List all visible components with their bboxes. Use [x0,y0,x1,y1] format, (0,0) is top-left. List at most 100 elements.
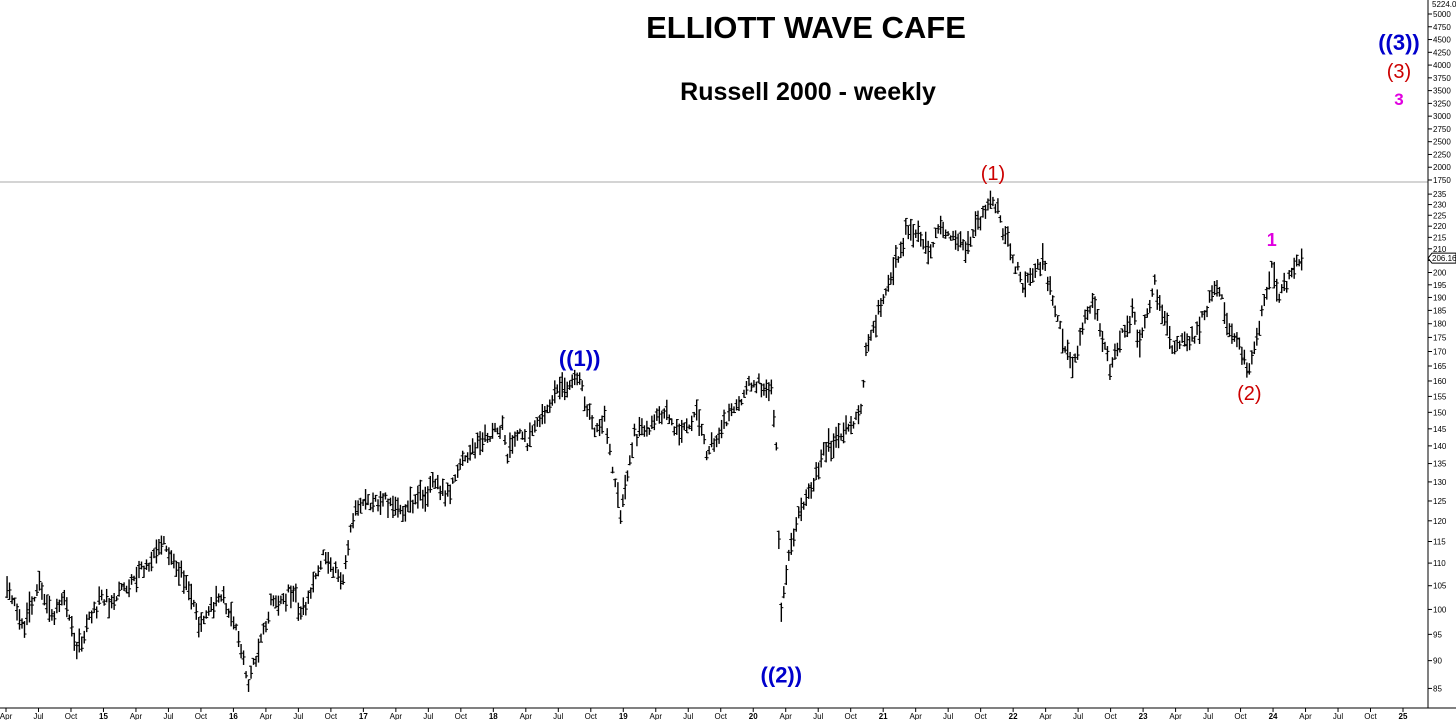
ohlc-bar [602,405,607,422]
ohlc-bar [781,586,786,599]
ohlc-bar [161,536,166,545]
price-tick-label: 220 [1433,222,1447,231]
ohlc-bar [39,582,44,600]
ohlc-bar [801,501,806,510]
ohlc-bar [1205,305,1210,318]
ohlc-bar [244,671,249,679]
ohlc-bar [873,314,878,338]
upper-tick-label: 4250 [1433,48,1451,57]
time-tick-label: Oct [715,712,728,720]
ohlc-bar [739,398,744,406]
ohlc-bar [682,422,687,431]
ohlc-bar [27,591,32,623]
price-tick-label: 235 [1433,190,1447,199]
ohlc-bar [931,241,936,248]
ohlc-bar [816,462,821,480]
chart-subtitle: Russell 2000 - weekly [680,78,936,106]
price-tick-label: 85 [1433,684,1442,693]
ohlc-bar [1132,311,1137,325]
ohlc-bar [418,479,423,501]
time-tick-label: Jul [943,712,953,720]
ohlc-bar [1214,280,1219,297]
ohlc-bar [806,483,811,499]
ohlc-bar [455,464,460,478]
ohlc-bar [271,595,276,607]
ohlc-bar [458,458,463,470]
time-tick-label: 22 [1009,712,1018,720]
ohlc-bar [1262,293,1267,307]
ohlc-bar [415,485,420,509]
ohlc-bar [1023,271,1028,298]
ohlc-bar [465,452,470,463]
ohlc-bar [146,562,151,572]
ohlc-bar [398,504,403,515]
ohlc-bar [385,498,390,518]
ohlc-bar [657,406,662,424]
ohlc-bar [647,427,652,435]
upper-tick-label: 4500 [1433,36,1451,45]
price-tick-label: 230 [1433,201,1447,210]
ohlc-bar [291,585,296,602]
ohlc-bar [505,453,510,464]
ohlc-bar [1112,343,1117,360]
ohlc-bar [784,565,789,585]
ohlc-bar [1249,350,1254,365]
ohlc-bar [679,419,684,443]
ohlc-bar [961,239,966,251]
ohlc-bar [495,427,500,435]
ohlc-bar [368,502,373,511]
ohlc-bar [791,528,796,547]
ohlc-bar [973,211,978,237]
ohlc-bar [107,597,112,619]
price-axis: 85 90 95 100 105 110 115 120 125 130 135 140 145 150 1… [1428,190,1447,693]
ohlc-bar [254,655,259,667]
ohlc-bar [373,494,378,502]
ohlc-bar [941,221,946,238]
ohlc-bar [179,560,184,578]
ohlc-bar [219,594,224,602]
time-tick-label: Apr [1039,712,1052,720]
ohlc-bar [951,230,956,241]
time-tick-label: Oct [325,712,338,720]
ohlc-bar [57,599,62,613]
price-tick-label: 170 [1433,348,1447,357]
ohlc-bar [1015,261,1020,271]
ohlc-bar [44,594,49,614]
time-tick-label: Apr [1169,712,1182,720]
time-tick-label: 18 [489,712,498,720]
ohlc-bar [423,486,428,512]
ohlc-bar [1190,326,1195,342]
ohlc-bar [129,574,134,585]
chart-title: ELLIOTT WAVE CAFE [646,10,966,45]
ohlc-bar [692,411,697,418]
ohlc-bar [542,406,547,424]
ohlc-bar [779,602,784,622]
upper-tick-label: 3750 [1433,74,1451,83]
ohlc-bar [634,434,639,447]
ohlc-bar [702,434,707,445]
price-tick-label: 115 [1433,537,1446,546]
ohlc-bar [440,478,445,496]
ohlc-bar [134,566,139,593]
ohlc-bar [318,560,323,570]
ohlc-bar [1282,272,1287,292]
ohlc-bar [644,420,649,437]
ohlc-bar [169,550,174,565]
ohlc-bar [52,611,57,626]
ohlc-bar [1145,308,1150,318]
ohlc-bar [149,551,154,572]
price-tick-label: 225 [1433,211,1447,220]
ohlc-bar [1294,254,1299,267]
ohlc-bar [729,403,734,417]
time-tick-label: Apr [0,712,13,720]
ohlc-bar [540,403,545,425]
ohlc-bar [99,589,104,601]
ohlc-bar [804,489,809,506]
ohlc-bar [876,299,881,315]
wave-label: ((1)) [559,346,601,371]
ohlc-bar [659,410,664,425]
ohlc-bar [1107,364,1112,380]
price-tick-label: 210 [1433,245,1447,254]
ohlc-bar [1000,228,1005,241]
wave-labels: ((1)) ((2)) (1) (2) 1 [559,163,1277,688]
